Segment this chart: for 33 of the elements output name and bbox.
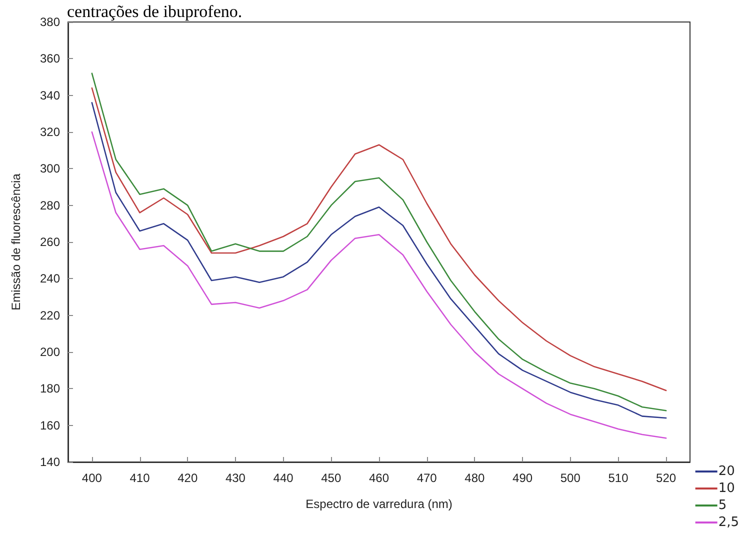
legend-label: 10 bbox=[718, 481, 735, 496]
y-tick-label: 140 bbox=[40, 455, 60, 469]
x-tick-label: 410 bbox=[130, 471, 150, 485]
y-tick-label: 280 bbox=[40, 198, 60, 212]
legend-label: 20 bbox=[718, 464, 735, 479]
x-tick-label: 490 bbox=[512, 471, 533, 485]
x-tick-label: 500 bbox=[560, 471, 581, 485]
y-tick-label: 320 bbox=[40, 125, 60, 139]
x-tick-label: 520 bbox=[656, 471, 676, 485]
y-tick-label: 380 bbox=[40, 15, 60, 29]
x-tick-label: 430 bbox=[225, 471, 246, 485]
x-tick-label: 400 bbox=[82, 471, 102, 485]
y-axis-title: Emissão de fluorescência bbox=[9, 173, 23, 310]
x-tick-label: 470 bbox=[416, 471, 438, 485]
y-tick-label: 340 bbox=[40, 88, 60, 102]
y-tick-label: 360 bbox=[40, 52, 60, 66]
y-tick-label: 180 bbox=[40, 382, 60, 396]
y-tick-label: 260 bbox=[40, 235, 60, 249]
x-tick-label: 440 bbox=[273, 471, 294, 485]
x-tick-label: 510 bbox=[608, 471, 629, 485]
legend-label: 5 bbox=[718, 498, 727, 513]
y-tick-label: 160 bbox=[40, 418, 60, 432]
y-tick-label: 200 bbox=[40, 345, 60, 359]
x-tick-label: 460 bbox=[368, 471, 390, 485]
x-axis-title: Espectro de varredura (nm) bbox=[306, 497, 452, 511]
x-tick-label: 420 bbox=[178, 471, 198, 485]
legend-label: 2,5 bbox=[718, 515, 740, 530]
x-tick-label: 450 bbox=[321, 471, 342, 485]
y-tick-label: 240 bbox=[40, 272, 60, 286]
y-tick-label: 300 bbox=[40, 162, 60, 176]
chart-title: centrações de ibuprofeno. bbox=[67, 2, 242, 21]
y-tick-label: 220 bbox=[40, 308, 60, 322]
x-tick-label: 480 bbox=[464, 471, 486, 485]
